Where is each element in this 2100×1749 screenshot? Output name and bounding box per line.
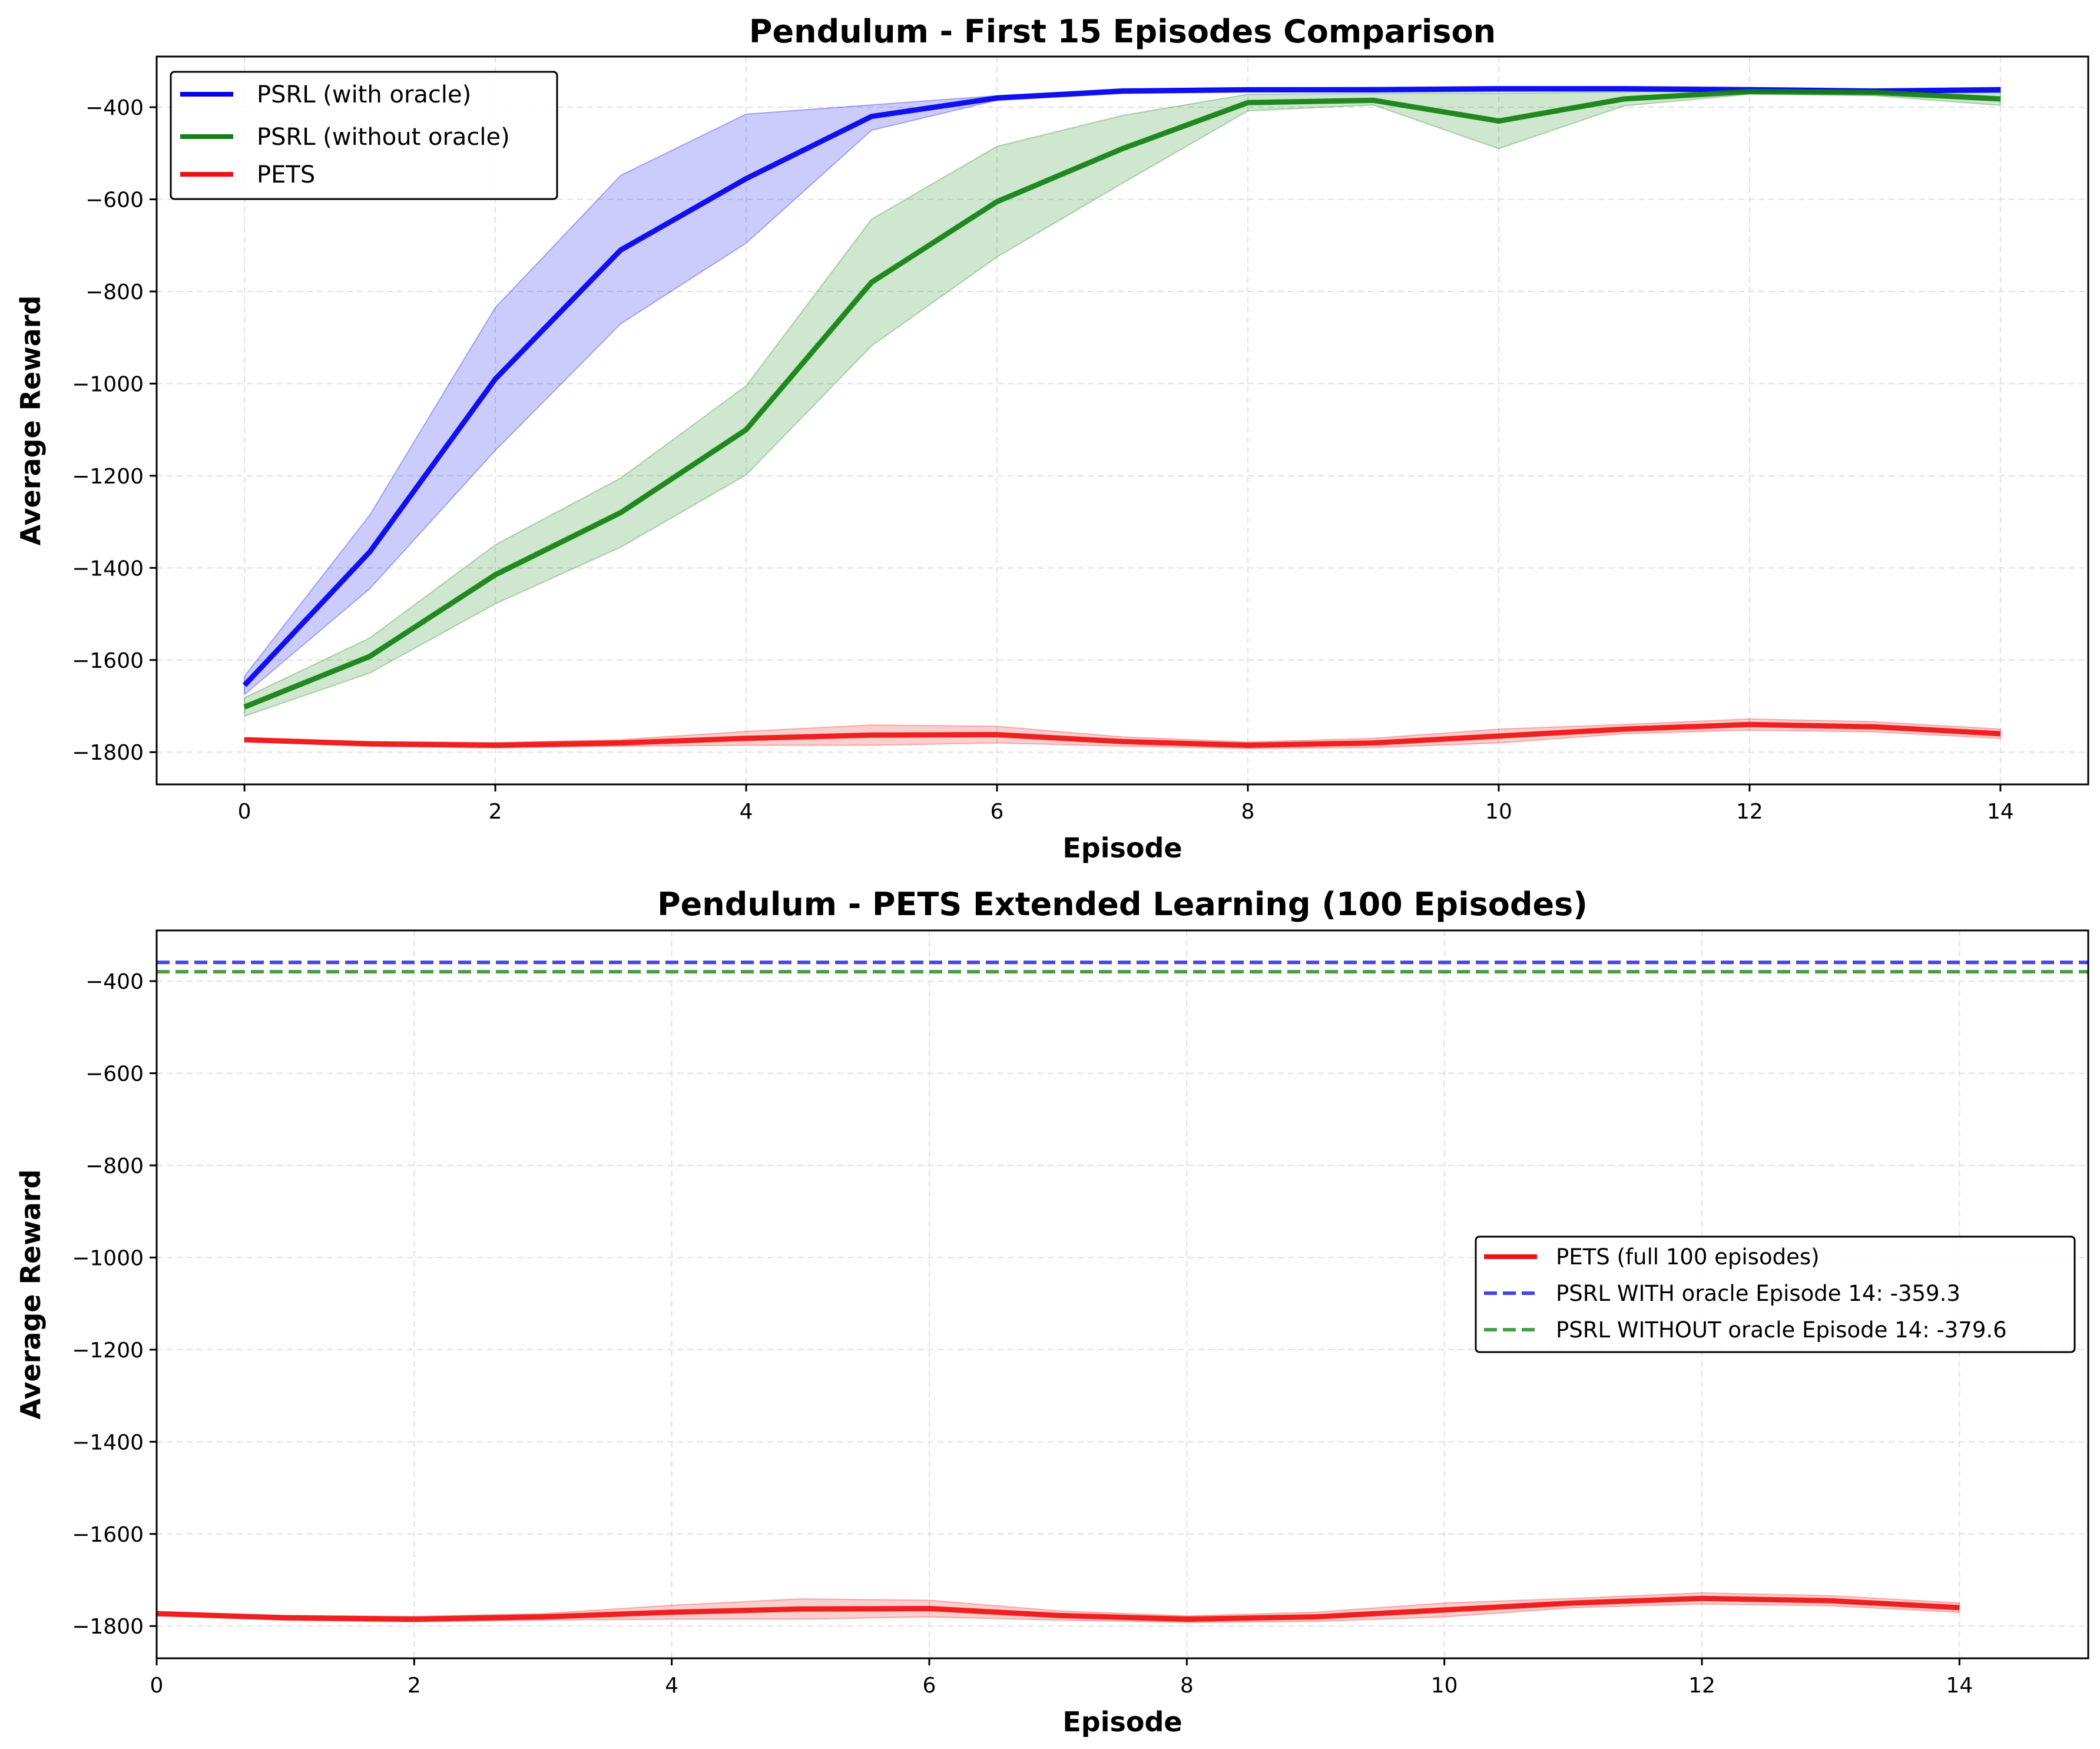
top-x-tick-label: 4 <box>740 800 753 824</box>
bottom-plot-frame <box>155 929 2089 1659</box>
top-lines <box>242 86 2001 748</box>
legend-label-pets-full: PETS (full 100 episodes) <box>1556 1244 1820 1270</box>
top-y-tick-label: −1200 <box>72 465 144 489</box>
top-legend-box <box>170 71 558 200</box>
legend-label-psrl-without-oracle: PSRL (without oracle) <box>257 124 510 151</box>
top-y-tick-label: −1400 <box>72 556 144 581</box>
top-y-tick-label: −800 <box>85 280 144 304</box>
bottom-y-tick-label: −1600 <box>72 1523 144 1547</box>
bottom-legend: PETS (full 100 episodes) PSRL WITH oracl… <box>1475 1235 2076 1353</box>
top-ticks: 0 2 4 6 8 10 12 14 −1800 −1600 −1400 −1200 −1000 −800… <box>72 96 2014 824</box>
top-x-tick-label: 6 <box>991 800 1004 824</box>
bottom-reference-lines <box>157 960 2088 974</box>
bottom-y-tick-label: −400 <box>85 970 144 994</box>
top-chart-title: Pendulum - First 15 Episodes Comparison <box>749 13 1496 50</box>
bottom-y-tick-label: −800 <box>85 1154 144 1178</box>
top-x-tick-label: 10 <box>1485 800 1512 824</box>
bottom-legend-box <box>1475 1235 2076 1353</box>
bottom-y-tick-label: −600 <box>85 1062 144 1086</box>
bottom-x-tick-label: 8 <box>1180 1674 1194 1698</box>
top-x-tick-label: 14 <box>1987 800 2014 824</box>
legend-label-psrl-with-oracle-ref: PSRL WITH oracle Episode 14: -359.3 <box>1556 1281 1960 1306</box>
top-y-tick-label: −400 <box>85 96 144 120</box>
top-plot-frame <box>155 55 2089 786</box>
top-x-axis-label: Episode <box>1062 832 1182 864</box>
bottom-x-tick-label: 14 <box>1946 1674 1973 1698</box>
bottom-x-axis-label: Episode <box>1062 1706 1182 1738</box>
line-pets <box>244 721 2001 748</box>
bottom-x-tick-label: 12 <box>1688 1674 1715 1698</box>
bottom-grid <box>156 930 2088 1658</box>
band-psrl-with-oracle <box>244 85 2001 696</box>
bottom-y-tick-label: −1800 <box>72 1615 144 1639</box>
top-x-tick-label: 0 <box>238 800 251 824</box>
top-x-tick-label: 8 <box>1241 800 1255 824</box>
bottom-x-tick-label: 4 <box>665 1674 678 1698</box>
top-chart: Pendulum - First 15 Episodes Comparison … <box>15 13 2089 864</box>
top-x-tick-label: 12 <box>1736 800 1763 824</box>
bottom-y-axis-label: Average Reward <box>15 1170 47 1420</box>
bottom-chart: Pendulum - PETS Extended Learning (100 E… <box>15 886 2089 1738</box>
bottom-x-tick-label: 0 <box>150 1674 164 1698</box>
bottom-x-tick-label: 2 <box>408 1674 421 1698</box>
bottom-chart-title: Pendulum - PETS Extended Learning (100 E… <box>657 886 1588 923</box>
band-psrl-without-oracle <box>244 88 2001 717</box>
bottom-x-tick-label: 10 <box>1431 1674 1458 1698</box>
top-y-tick-label: −1000 <box>72 372 144 396</box>
bottom-ticks: 0 2 4 6 8 10 12 14 −1800 −1600 −1400 −1200 −1000 −800… <box>72 970 1973 1698</box>
bottom-x-tick-label: 6 <box>923 1674 936 1698</box>
legend-label-psrl-without-oracle-ref: PSRL WITHOUT oracle Episode 14: -379.6 <box>1556 1317 2007 1343</box>
bottom-y-tick-label: −1200 <box>72 1339 144 1363</box>
legend-label-pets: PETS <box>257 161 315 188</box>
top-y-axis-label: Average Reward <box>15 296 47 546</box>
line-pets-full-100-episodes <box>156 1595 1960 1622</box>
top-legend: PSRL (with oracle) PSRL (without oracle)… <box>170 71 558 200</box>
bottom-y-tick-label: −1000 <box>72 1246 144 1270</box>
legend-label-psrl-with-oracle: PSRL (with oracle) <box>257 81 471 108</box>
bottom-y-tick-label: −1400 <box>72 1430 144 1455</box>
top-y-tick-label: −1600 <box>72 649 144 673</box>
top-y-tick-label: −600 <box>85 188 144 213</box>
line-psrl-without-oracle <box>243 88 2001 710</box>
line-psrl-with-oracle <box>242 86 2000 687</box>
bottom-lines <box>156 1595 1960 1622</box>
top-y-tick-label: −1800 <box>72 741 144 765</box>
top-x-tick-label: 2 <box>489 800 502 824</box>
